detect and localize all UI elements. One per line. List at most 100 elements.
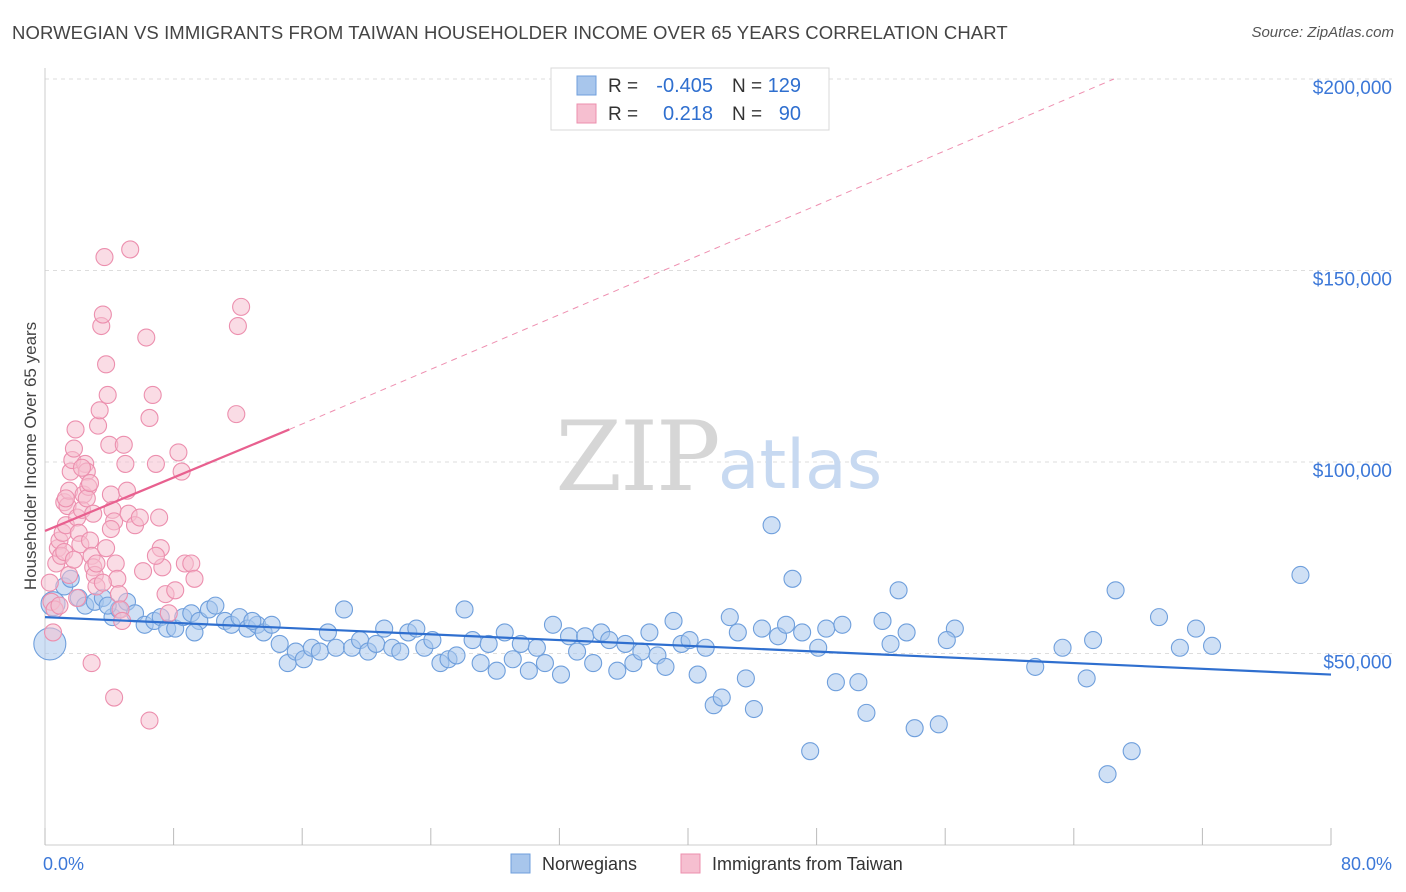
stats-r-label-1: R = (608, 76, 638, 97)
source-label: Source: ZipAtlas.com (1251, 24, 1394, 41)
trend-lines (44, 78, 1332, 676)
taiwan-points (40, 240, 251, 730)
grid (45, 78, 1392, 654)
norwegian-point (1202, 636, 1222, 655)
stats-swatch-norwegians (576, 75, 597, 96)
taiwan-point (97, 355, 116, 374)
taiwan-point (93, 573, 112, 592)
taiwan-point (80, 531, 100, 550)
taiwan-point (87, 554, 106, 573)
norwegian-point (1106, 581, 1125, 600)
norwegians-points (33, 516, 1310, 784)
taiwan-point (97, 539, 116, 558)
norwegian-point (463, 631, 482, 650)
taiwan-point (121, 240, 140, 259)
norwegian-point (519, 661, 538, 680)
norwegian-point (656, 657, 675, 676)
norwegian-point (897, 623, 916, 642)
norwegian-point (535, 654, 554, 673)
norwegian-trend-line (44, 616, 1332, 676)
norwegian-point (826, 673, 845, 692)
norwegian-point (543, 615, 563, 634)
norwegian-point (471, 654, 490, 673)
taiwan-point (106, 554, 125, 573)
norwegian-point (551, 665, 571, 684)
stats-r-value-norwegians: -0.405 (656, 75, 713, 97)
x-tick-labels: 0.0% 80.0% (43, 854, 1392, 874)
taiwan-point (140, 711, 159, 730)
taiwan-point (82, 654, 101, 673)
taiwan-point (228, 316, 247, 336)
watermark-atlas: atlas (718, 426, 882, 505)
norwegian-point (736, 669, 755, 688)
taiwan-point (80, 474, 100, 493)
x-tick-label-1: 80.0% (1341, 854, 1392, 874)
taiwan-point (50, 596, 69, 615)
taiwan-point (182, 554, 201, 573)
taiwan-point (169, 443, 188, 462)
norwegian-point (801, 742, 820, 761)
taiwan-trend-extension (289, 78, 1115, 430)
norwegian-point (185, 623, 204, 642)
y-tick-label-0: $50,000 (1323, 653, 1392, 674)
taiwan-point (140, 408, 159, 428)
norwegian-point (600, 631, 619, 650)
norwegian-point (793, 623, 812, 642)
norwegian-point (206, 596, 225, 615)
norwegian-point (527, 638, 546, 657)
taiwan-point (109, 585, 128, 604)
taiwan-point (77, 489, 96, 508)
y-tick-label-3: $200,000 (1313, 78, 1392, 99)
taiwan-point (40, 573, 59, 592)
taiwan-point (98, 385, 117, 405)
norwegian-point (423, 631, 442, 650)
taiwan-point (64, 550, 83, 569)
norwegian-point (640, 623, 659, 642)
norwegian-point (584, 654, 603, 673)
norwegian-point (318, 623, 337, 642)
norwegian-point (777, 615, 796, 634)
norwegian-point (632, 642, 651, 661)
norwegian-point (728, 623, 747, 642)
chart-title: NORWEGIAN VS IMMIGRANTS FROM TAIWAN HOUS… (12, 22, 1008, 43)
axes (44, 68, 1332, 846)
taiwan-point (88, 416, 108, 435)
taiwan-point (150, 508, 169, 527)
taiwan-point (43, 623, 63, 642)
norwegian-point (487, 661, 506, 680)
norwegian-point (720, 608, 739, 627)
norwegian-point (608, 661, 627, 680)
norwegian-point (1098, 765, 1117, 784)
norwegian-point (873, 611, 892, 630)
y-axis-label: Householder Income Over 65 years (21, 322, 40, 590)
taiwan-point (93, 305, 112, 324)
norwegian-point (664, 611, 683, 630)
norwegian-point (783, 569, 802, 588)
taiwan-point (185, 569, 204, 588)
norwegian-point (1186, 619, 1206, 638)
norwegian-point (455, 600, 474, 619)
norwegian-point (817, 619, 836, 638)
taiwan-point (105, 688, 124, 707)
norwegian-point (367, 634, 386, 653)
norwegian-point (809, 638, 828, 657)
taiwan-point (60, 565, 79, 585)
taiwan-point (101, 519, 120, 539)
taiwan-point (143, 385, 162, 405)
legend-label-norwegians: Norwegians (542, 854, 637, 874)
taiwan-point (232, 297, 251, 316)
norwegian-point (1026, 657, 1045, 676)
legend-swatch-taiwan (680, 853, 701, 874)
taiwan-point (146, 454, 165, 473)
y-tick-label-1: $100,000 (1313, 461, 1392, 482)
taiwan-point (64, 439, 83, 458)
stats-swatch-taiwan (576, 103, 597, 124)
stats-r-label-2: R = (608, 104, 638, 125)
y-tick-labels: $50,000 $100,000 $150,000 $200,000 (1313, 78, 1392, 674)
norwegian-point (881, 634, 900, 653)
norwegian-point (310, 642, 329, 661)
taiwan-point (66, 420, 85, 439)
stats-n-label-2: N = (732, 104, 762, 125)
norwegian-point (762, 516, 781, 535)
y-tick-label-2: $150,000 (1313, 270, 1392, 291)
